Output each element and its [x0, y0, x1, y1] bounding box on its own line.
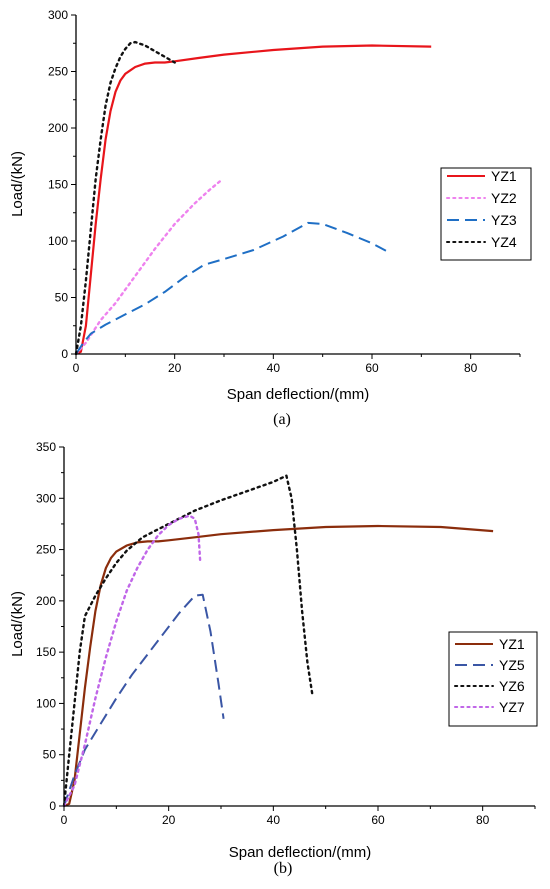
chart-a: (a) Span deflection/(mm) Load/(kN) 0 20 40… — [9, 8, 532, 428]
y-tick-label: 50 — [55, 291, 69, 305]
legend-label-yz3: YZ3 — [491, 212, 517, 228]
legend-label-yz7: YZ7 — [499, 699, 525, 715]
series-line-yz2 — [74, 178, 223, 356]
y-tick-label: 250 — [48, 65, 68, 79]
series-line-yz4 — [74, 40, 176, 356]
y-tick-label: 300 — [36, 491, 56, 505]
y-tick-label: 300 — [48, 8, 68, 22]
series-line-yz3 — [75, 221, 388, 355]
series-line-yz7 — [62, 514, 202, 808]
legend: YZ1 YZ5 YZ6 YZ7 — [448, 631, 538, 727]
x-tick-label: 80 — [464, 361, 478, 375]
y-tick-label: 200 — [48, 121, 68, 135]
panel-label: (b) — [274, 860, 293, 877]
x-tick-label: 80 — [476, 813, 490, 827]
legend: YZ1 YZ2 YZ3 YZ4 — [440, 167, 532, 261]
x-axis-title: Span deflection/(mm) — [227, 386, 370, 403]
legend-label-yz4: YZ4 — [491, 234, 517, 250]
x-tick-label: 60 — [371, 813, 385, 827]
y-tick-label: 100 — [36, 696, 56, 710]
y-tick-label: 200 — [36, 594, 56, 608]
y-axis-title: Load/(kN) — [9, 151, 26, 217]
series-line-yz5 — [63, 593, 225, 807]
series-line-yz6 — [62, 474, 314, 808]
series-line-yz1 — [63, 524, 494, 808]
y-tick-label: 350 — [36, 440, 56, 454]
legend-label-yz6: YZ6 — [499, 678, 525, 694]
x-axis-title: Span deflection/(mm) — [229, 844, 372, 861]
panel-label: (a) — [273, 411, 291, 428]
legend-box — [440, 167, 532, 261]
y-tick-label: 250 — [36, 543, 56, 557]
legend-label-yz5: YZ5 — [499, 657, 525, 673]
legend-label-yz1: YZ1 — [499, 636, 525, 652]
y-tick-label: 0 — [61, 347, 68, 361]
legend-label-yz2: YZ2 — [491, 190, 517, 206]
y-tick-label: 50 — [43, 748, 57, 762]
y-tick-label: 150 — [36, 645, 56, 659]
y-axis-title: Load/(kN) — [9, 591, 26, 657]
x-tick-label: 20 — [168, 361, 182, 375]
legend-label-yz1: YZ1 — [491, 168, 517, 184]
series-line-yz1 — [75, 44, 432, 355]
y-tick-label: 150 — [48, 178, 68, 192]
y-tick-label: 100 — [48, 234, 68, 248]
x-tick-label: 20 — [162, 813, 176, 827]
x-tick-label: 40 — [267, 361, 281, 375]
x-tick-label: 0 — [61, 813, 68, 827]
chart-b: (b) Span deflection/(mm) Load/(kN) 0 20 40… — [9, 440, 538, 877]
x-tick-label: 60 — [365, 361, 379, 375]
x-tick-label: 0 — [73, 361, 80, 375]
y-tick-label: 0 — [49, 799, 56, 813]
legend-box — [448, 631, 538, 727]
x-tick-label: 40 — [267, 813, 281, 827]
